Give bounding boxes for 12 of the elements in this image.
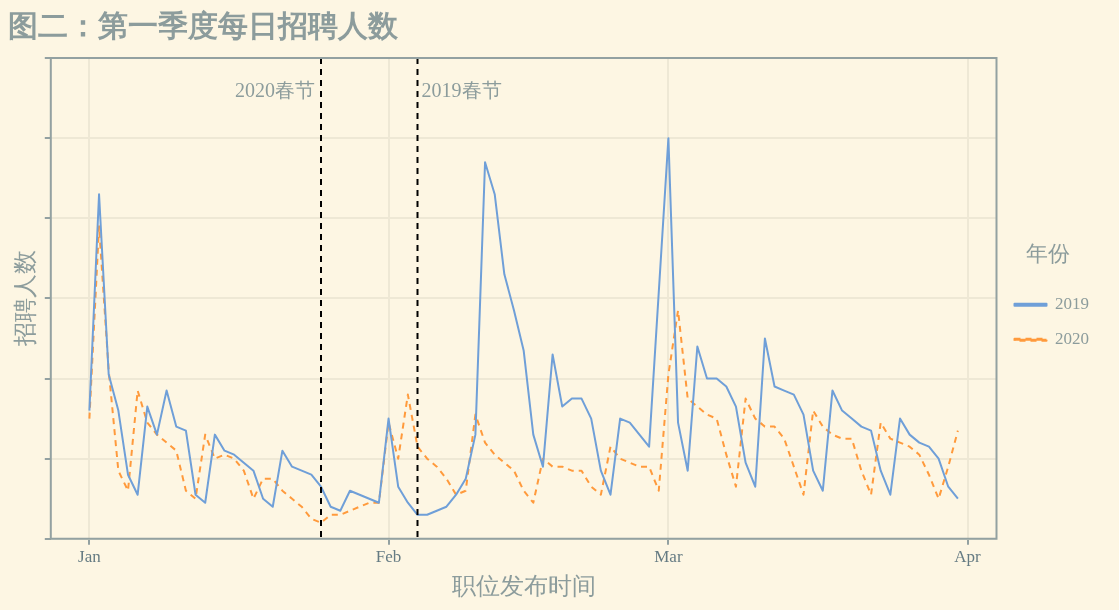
x-tick-label: Feb — [375, 547, 402, 567]
legend-label: 2020 — [1055, 329, 1089, 349]
x-tick-label: Jan — [78, 547, 102, 567]
x-tick-label: Apr — [954, 547, 982, 567]
ref-line-label: 2019春节 — [421, 79, 502, 102]
ref-line-label: 2020春节 — [235, 79, 315, 102]
x-tick-label: Mar — [654, 547, 683, 567]
x-axis-title: 职位发布时间 — [451, 572, 596, 599]
legend-title: 年份 — [1025, 240, 1070, 266]
legend-label: 2019 — [1055, 294, 1089, 314]
y-axis-title: 招聘人数 — [11, 250, 38, 348]
chart-title: 图二：第一季度每日招聘人数 — [8, 8, 399, 42]
